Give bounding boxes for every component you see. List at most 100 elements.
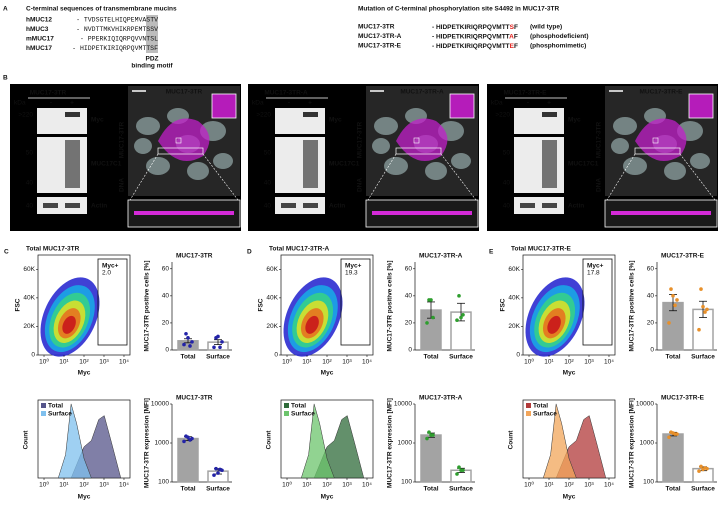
data-point (461, 313, 465, 317)
band (542, 203, 557, 208)
y-axis-label: MUC17-3TR expression [MFI] (144, 398, 151, 488)
y-tick-label: 100 (158, 479, 169, 486)
panel-letter: C (4, 249, 9, 256)
legend-label: Surface (48, 411, 72, 418)
y-tick-label: 40 (405, 293, 413, 300)
x-axis-label: Myc (321, 494, 334, 501)
gate (582, 258, 613, 346)
nucleus (613, 117, 637, 135)
x-tick-label: Total (423, 354, 438, 361)
nucleus (136, 117, 160, 135)
band-label: Myc (91, 117, 104, 124)
x-tick-label: 10⁴ (362, 482, 372, 489)
x-tick-label: 10² (322, 482, 332, 489)
gate-value: 17.8 (587, 270, 600, 277)
legend-label: Surface (291, 411, 315, 418)
zoom-guide (440, 153, 477, 201)
x-tick-label: 10⁴ (119, 359, 129, 366)
band-label: MUC17C1 (91, 161, 122, 168)
zoom-region (157, 147, 204, 155)
kda-label: kDa (14, 100, 26, 107)
data-point (669, 287, 673, 291)
x-tick-label: 10³ (584, 359, 594, 366)
data-point (459, 315, 463, 320)
data-point (705, 307, 709, 312)
data-point (675, 298, 679, 302)
x-tick-label: 10¹ (544, 482, 554, 489)
x-tick-label: Total (665, 486, 680, 493)
nucleus (146, 157, 170, 175)
mutant-note: (phosphodeficient) (530, 33, 589, 40)
sequence-part: E (510, 43, 515, 50)
data-point (455, 472, 459, 476)
y-tick-label: 0 (516, 352, 520, 359)
x-tick-label: 10⁰ (524, 358, 534, 366)
gate-label: Myc+ (345, 263, 362, 270)
y-tick-label: 0 (274, 352, 278, 359)
blot (37, 108, 87, 134)
band (303, 140, 318, 188)
band (65, 140, 80, 188)
y-tick-label: 20 (647, 320, 655, 327)
mutant-note: (phosphomimetic) (530, 43, 586, 50)
data-point (697, 469, 701, 473)
roi (175, 137, 182, 144)
x-tick-label: 10⁴ (604, 482, 614, 489)
x-axis-label: Myc (78, 494, 91, 501)
stain-label: MUC17-3TR (596, 121, 603, 158)
sequence-part: S (510, 24, 515, 31)
zoom-guide (367, 153, 397, 201)
x-tick-label: 10¹ (59, 359, 69, 366)
kda-marker: 40 (264, 180, 272, 187)
data-point (212, 473, 216, 477)
chart-title: MUC17-3TR (176, 253, 213, 260)
x-tick-label: 10⁰ (282, 358, 292, 366)
data-point (220, 340, 224, 344)
kda-marker: 50 (264, 150, 272, 157)
data-point (697, 327, 701, 332)
stain-label: DNA (357, 178, 364, 192)
y-axis-label: MUC17-3TR expression [MFI] (387, 398, 394, 488)
band (281, 203, 296, 208)
chart-title: Total MUC17-3TR-E (511, 246, 571, 253)
y-tick-label: 40K (266, 295, 278, 302)
sequence-part: - HIDPETKIRIQRPQVMTT (432, 43, 510, 50)
sequence-part: - HIDPETKIRIQRPQVMTT (432, 24, 510, 31)
nucleus (664, 162, 686, 180)
x-axis-label: Myc (563, 494, 576, 501)
stained-cell (396, 118, 448, 161)
band-label: MUC17C1 (329, 161, 360, 168)
legend-label: Total (533, 403, 548, 410)
y-tick-label: 40K (508, 295, 520, 302)
stain-label: MUC17-3TR (119, 121, 126, 158)
image-title: MUC17-3TR-E (640, 89, 684, 96)
mutant-name: MUC17-3TR-A (358, 33, 402, 40)
x-tick-label: Surface (691, 486, 715, 493)
band-label: Actin (568, 203, 584, 210)
data-point (431, 315, 435, 320)
panel-letter: A (3, 6, 8, 13)
band (65, 203, 80, 208)
blot-header: MUC17-3TR-E (504, 90, 548, 97)
y-tick-label: 40 (647, 293, 655, 300)
data-point (427, 430, 431, 434)
band (65, 112, 80, 117)
data-point (457, 465, 461, 469)
data-point (190, 436, 194, 441)
zoom-region (634, 147, 681, 155)
kda-label: kDa (491, 100, 503, 107)
mutant-sequence: - HIDPETKIRIQRPQVMTTSF (432, 24, 518, 31)
y-tick-label: 0 (408, 347, 412, 354)
data-point (212, 345, 216, 350)
x-tick-label: Total (423, 486, 438, 493)
nucleus (134, 138, 152, 154)
data-point (703, 310, 707, 314)
sequence-part: - HIDPETKIRIQRPQVMTT (432, 33, 510, 40)
panel-letter: E (489, 249, 494, 256)
inset (211, 93, 237, 119)
x-tick-label: 10⁰ (39, 481, 49, 489)
data-point (182, 439, 186, 444)
x-tick-label: Total (665, 354, 680, 361)
gate-value: 2.0 (102, 270, 111, 277)
kda-marker: 40 (26, 203, 34, 210)
